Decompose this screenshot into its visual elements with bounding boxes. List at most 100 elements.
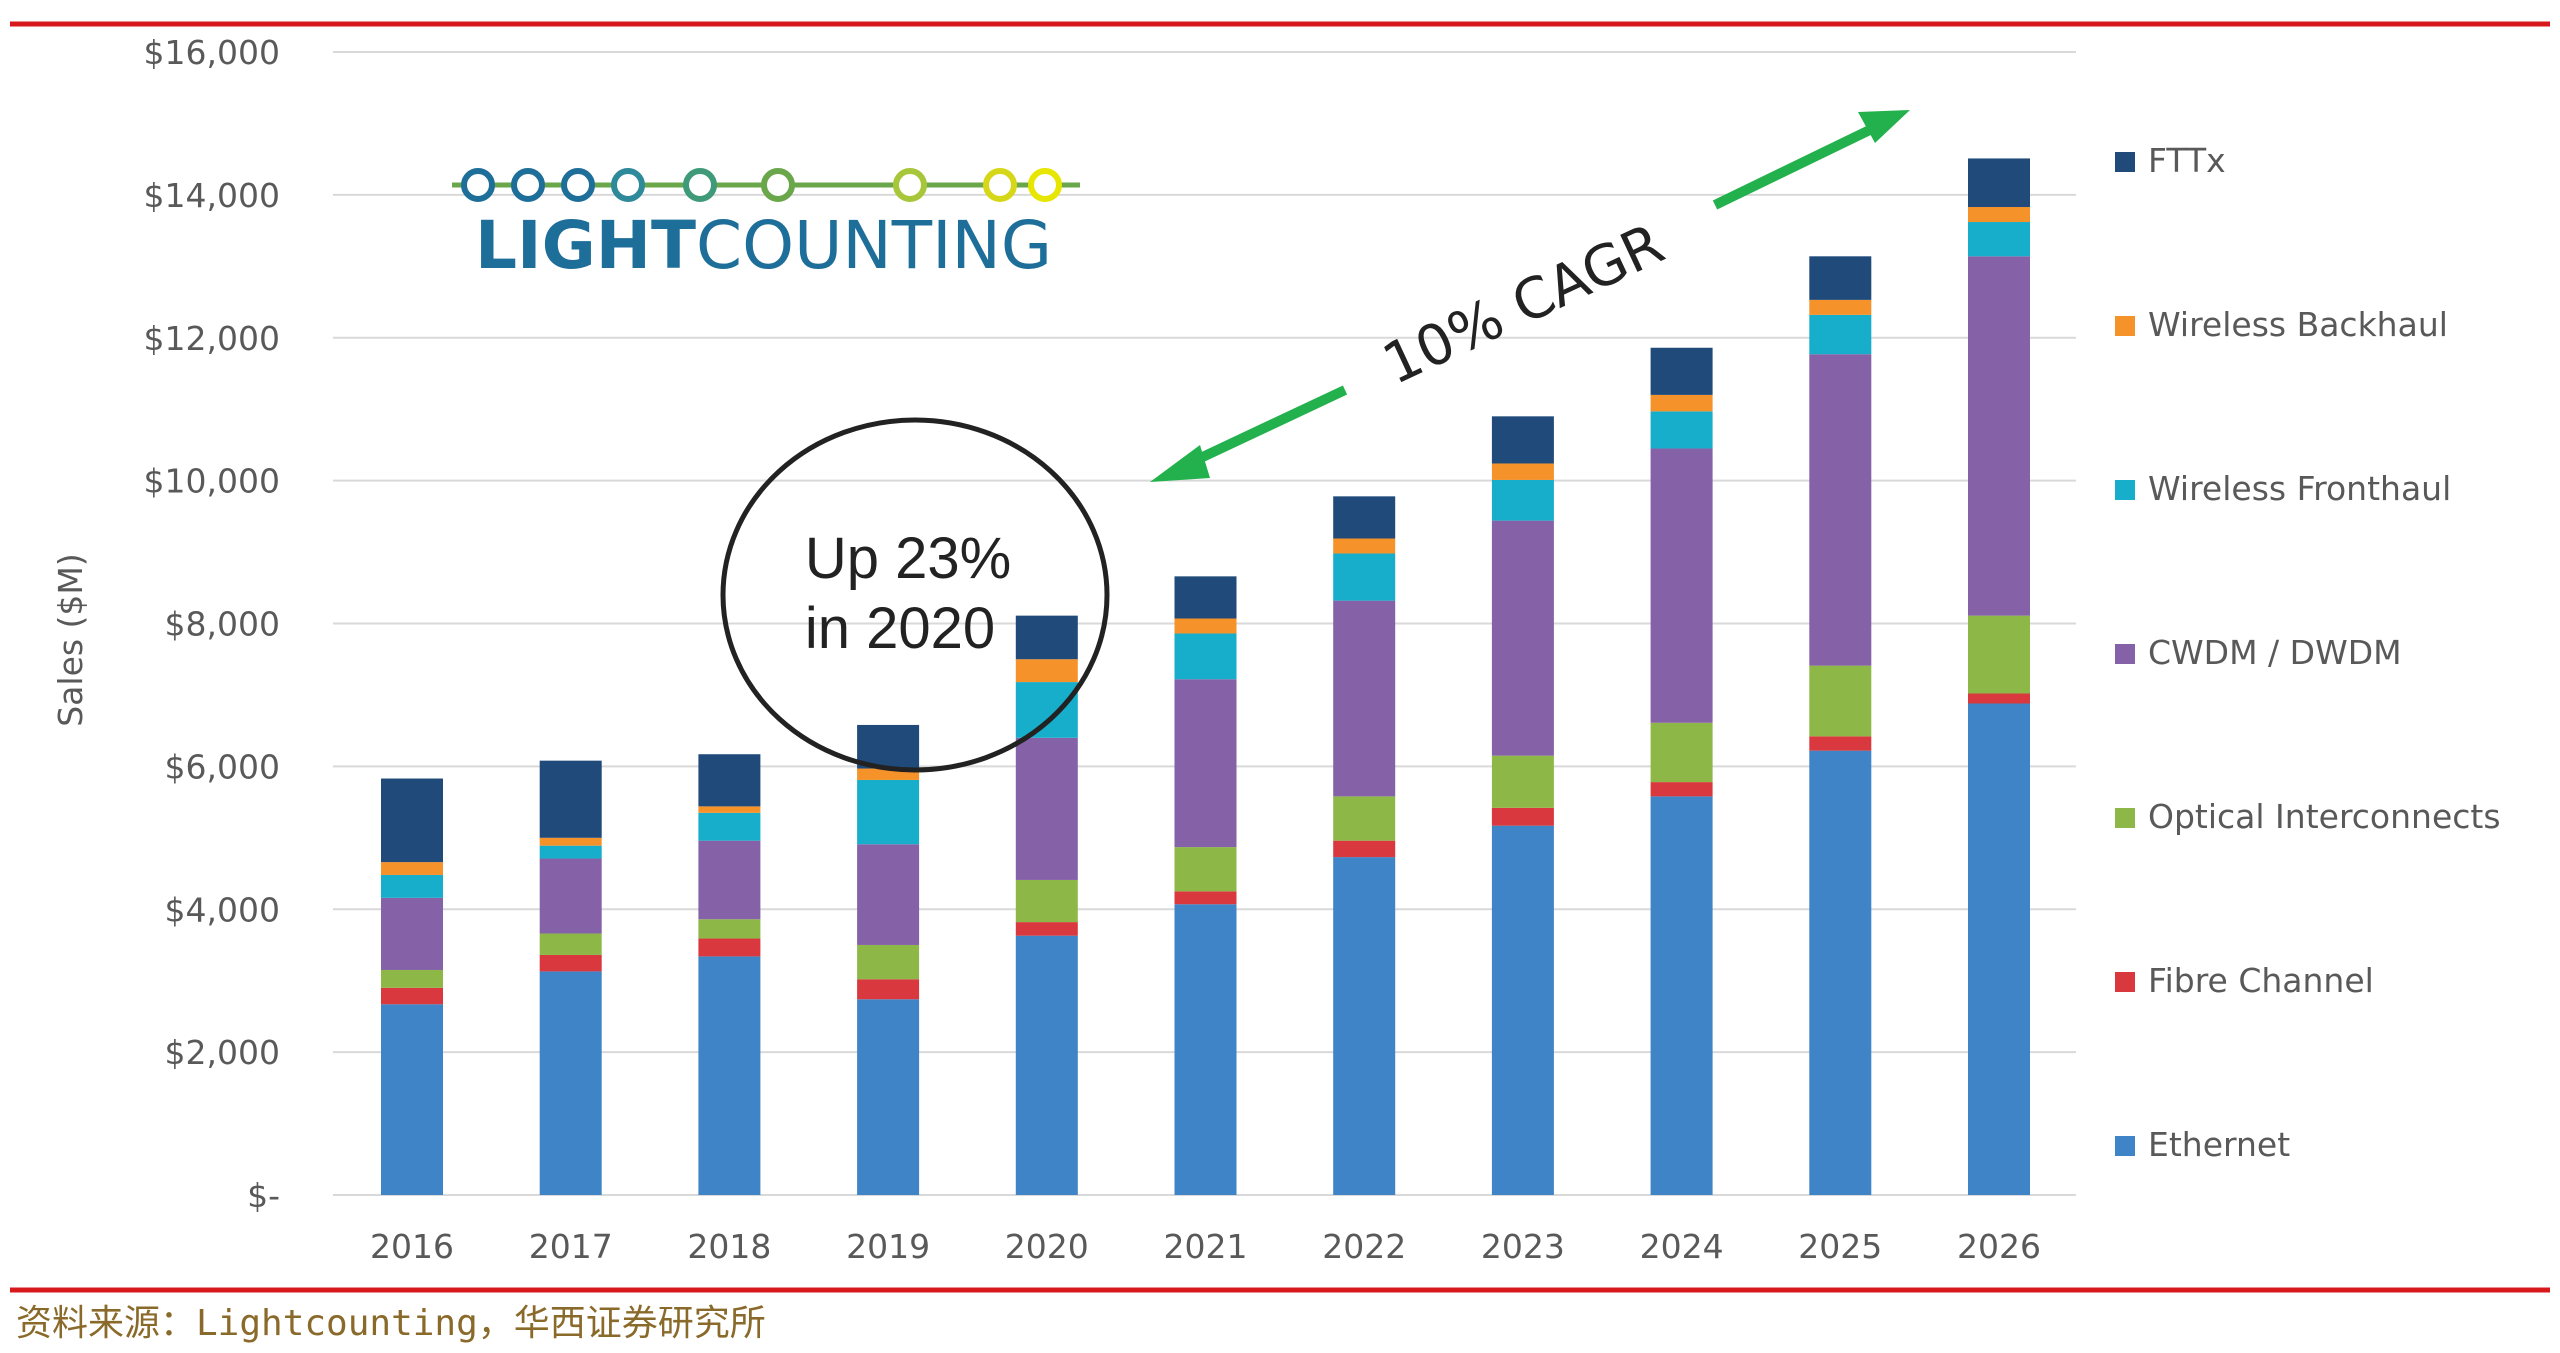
bar-fibre-channel-2021 — [1174, 891, 1237, 905]
bar-optical-interconnects-2024 — [1650, 722, 1713, 783]
growth-circle-annotation: Up 23% in 2020 — [720, 417, 1110, 773]
bar-fibre-channel-2023 — [1491, 807, 1554, 826]
lightcounting-logo: LIGHTCOUNTING — [452, 168, 1080, 284]
bar-cwdm-dwdm-2025 — [1809, 354, 1872, 666]
bar-wireless-backhaul-2021 — [1174, 618, 1237, 634]
y-tick-label: $4,000 — [165, 890, 280, 929]
y-tick-label: $- — [247, 1176, 280, 1215]
bar-ethernet-2016 — [381, 1004, 443, 1195]
x-tick-label: 2025 — [1798, 1227, 1882, 1266]
x-axis-ticks: 2016 2017 2018 2019 2020 2021 2022 2023 2024 2025… — [370, 1227, 2041, 1266]
bar-ethernet-2023 — [1491, 825, 1554, 1195]
bar-optical-interconnects-2018 — [698, 919, 761, 939]
legend-label: FTTx — [2148, 141, 2226, 180]
bar-ethernet-2017 — [539, 971, 602, 1195]
bar-fttx-2024 — [1650, 347, 1713, 395]
bar-ethernet-2022 — [1333, 857, 1396, 1195]
y-axis-label: Sales ($M) — [51, 553, 90, 727]
bar-ethernet-2020 — [1015, 935, 1078, 1195]
bar-wireless-backhaul-2018 — [698, 806, 761, 813]
y-tick-label: $16,000 — [144, 33, 280, 72]
circle-text-line1: Up 23% — [805, 526, 1011, 591]
bar-wireless-fronthaul-2017 — [539, 845, 602, 859]
logo-dot — [683, 168, 717, 202]
bar-wireless-backhaul-2026 — [1968, 207, 2030, 223]
bar-wireless-fronthaul-2018 — [698, 812, 761, 841]
bar-fibre-channel-2024 — [1650, 782, 1713, 797]
x-tick-label: 2026 — [1957, 1227, 2041, 1266]
bar-fttx-2018 — [698, 754, 761, 807]
legend-swatch — [2115, 644, 2135, 664]
logo-dot — [611, 168, 645, 202]
bar-wireless-fronthaul-2024 — [1650, 411, 1713, 449]
bar-cwdm-dwdm-2018 — [698, 840, 761, 920]
bar-wireless-fronthaul-2023 — [1491, 479, 1554, 521]
bar-fttx-2026 — [1968, 158, 2030, 208]
circle-text-line2: in 2020 — [805, 596, 995, 661]
bar-fttx-2016 — [381, 778, 443, 863]
bar-wireless-backhaul-2023 — [1491, 463, 1554, 480]
legend-swatch — [2115, 808, 2135, 828]
bar-optical-interconnects-2016 — [381, 969, 443, 988]
bar-wireless-fronthaul-2025 — [1809, 314, 1872, 355]
bar-fttx-2017 — [539, 760, 602, 838]
bar-wireless-backhaul-2025 — [1809, 299, 1872, 315]
bar-wireless-fronthaul-2016 — [381, 874, 443, 898]
legend-label: Wireless Backhaul — [2148, 305, 2448, 344]
bar-wireless-fronthaul-2022 — [1333, 553, 1396, 601]
x-tick-label: 2017 — [529, 1227, 613, 1266]
bar-fibre-channel-2019 — [857, 979, 920, 1000]
legend-label: Optical Interconnects — [2148, 797, 2501, 836]
x-tick-label: 2022 — [1322, 1227, 1406, 1266]
bar-fttx-2023 — [1491, 416, 1554, 464]
y-axis-ticks: $- $2,000 $4,000 $6,000 $8,000 $10,000 $12,000… — [144, 33, 280, 1215]
x-tick-label: 2021 — [1164, 1227, 1248, 1266]
bar-optical-interconnects-2025 — [1809, 665, 1872, 737]
bar-wireless-fronthaul-2026 — [1968, 222, 2030, 257]
bar-optical-interconnects-2026 — [1968, 615, 2030, 694]
bar-fibre-channel-2020 — [1015, 922, 1078, 936]
legend-swatch — [2115, 316, 2135, 336]
bar-fibre-channel-2025 — [1809, 736, 1872, 751]
bar-cwdm-dwdm-2021 — [1174, 679, 1237, 848]
bar-wireless-backhaul-2019 — [857, 768, 920, 780]
y-tick-label: $6,000 — [165, 747, 280, 786]
legend-swatch — [2115, 972, 2135, 992]
x-tick-label: 2020 — [1005, 1227, 1089, 1266]
legend-label: CWDM / DWDM — [2148, 633, 2402, 672]
bar-optical-interconnects-2020 — [1015, 879, 1078, 923]
legend: FTTx Wireless Backhaul Wireless Fronthaul C… — [2115, 141, 2501, 1164]
y-tick-label: $8,000 — [165, 605, 280, 644]
logo-dot — [461, 168, 495, 202]
bar-cwdm-dwdm-2022 — [1333, 600, 1396, 797]
bar-cwdm-dwdm-2020 — [1015, 737, 1078, 880]
bar-wireless-backhaul-2022 — [1333, 538, 1396, 554]
bar-wireless-backhaul-2016 — [381, 862, 443, 875]
svg-text:LIGHTCOUNTING: LIGHTCOUNTING — [475, 207, 1052, 284]
y-tick-label: $14,000 — [144, 176, 280, 215]
bar-cwdm-dwdm-2016 — [381, 897, 443, 970]
logo-dot — [1028, 168, 1062, 202]
bar-fibre-channel-2026 — [1968, 693, 2030, 704]
bar-ethernet-2021 — [1174, 904, 1237, 1195]
x-tick-label: 2019 — [846, 1227, 930, 1266]
bar-optical-interconnects-2017 — [539, 933, 602, 955]
bar-optical-interconnects-2023 — [1491, 755, 1554, 808]
bar-cwdm-dwdm-2023 — [1491, 520, 1554, 756]
bar-wireless-backhaul-2020 — [1015, 659, 1078, 683]
x-tick-label: 2024 — [1640, 1227, 1724, 1266]
bar-cwdm-dwdm-2026 — [1968, 256, 2030, 616]
y-tick-label: $12,000 — [144, 319, 280, 358]
legend-swatch — [2115, 1136, 2135, 1156]
bar-cwdm-dwdm-2019 — [857, 844, 920, 945]
bar-optical-interconnects-2022 — [1333, 796, 1396, 841]
bar-fttx-2025 — [1809, 256, 1872, 300]
bar-fibre-channel-2018 — [698, 938, 761, 957]
bar-wireless-fronthaul-2019 — [857, 779, 920, 845]
legend-swatch — [2115, 480, 2135, 500]
legend-label: Fibre Channel — [2148, 961, 2374, 1000]
bar-fibre-channel-2022 — [1333, 840, 1396, 858]
bar-wireless-backhaul-2024 — [1650, 394, 1713, 412]
x-tick-label: 2018 — [687, 1227, 771, 1266]
logo-dot — [511, 168, 545, 202]
